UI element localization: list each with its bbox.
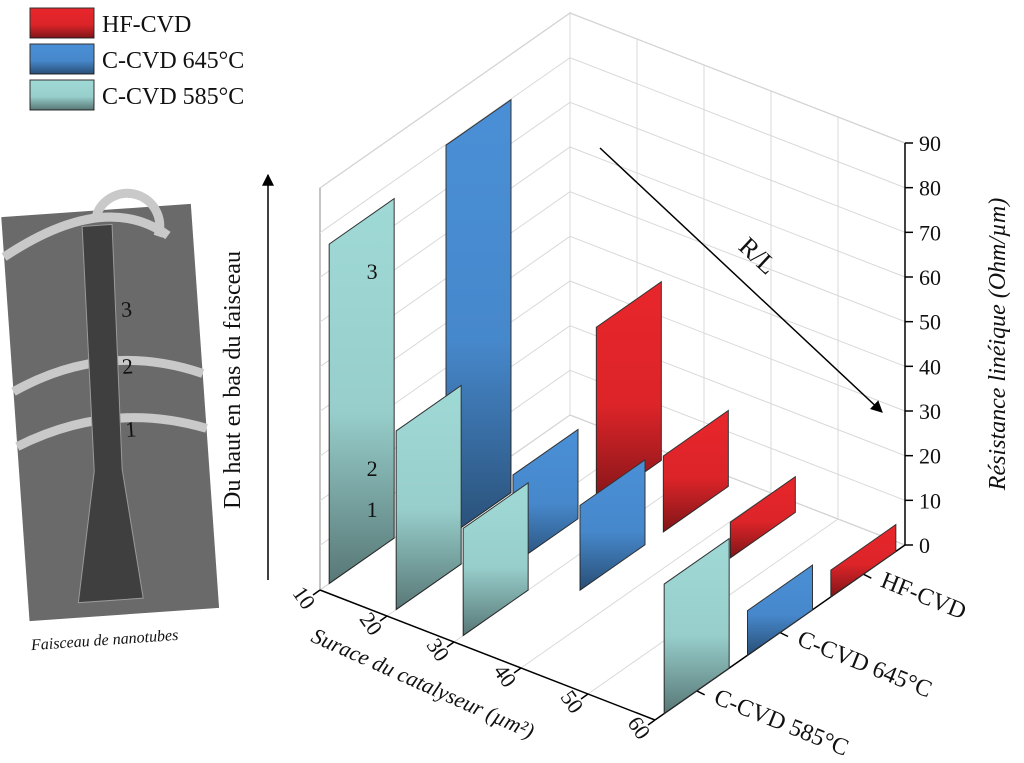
bar-shade — [596, 281, 662, 506]
bar-position-label: 2 — [367, 456, 378, 481]
series-axis-label: C-CVD 645°C — [794, 626, 936, 703]
x-tick-label: 20 — [355, 608, 388, 640]
z-tick-label: 10 — [919, 488, 941, 513]
legend-label: C-CVD 645°C — [102, 48, 244, 74]
bar-shade — [663, 410, 729, 532]
z-tick-label: 70 — [919, 220, 941, 245]
legend-label: C-CVD 585°C — [102, 84, 244, 110]
z-tick-label: 80 — [919, 176, 941, 201]
x-tick-label: 40 — [489, 660, 522, 692]
grid-line — [520, 91, 772, 669]
bar-shade — [730, 476, 796, 558]
x-tick-label: 50 — [556, 686, 589, 718]
inset-label: 3 — [120, 296, 133, 322]
z-tick-label: 60 — [919, 265, 941, 290]
depth-tick — [862, 573, 872, 579]
rl-arrow — [599, 147, 883, 413]
series-axis-label: HF-CVD — [877, 568, 970, 626]
bar-position-label: 3 — [367, 259, 378, 284]
bar-shade — [463, 482, 529, 636]
bar-shade — [329, 198, 395, 584]
legend-swatch-shade — [30, 80, 94, 110]
x-tick — [513, 667, 522, 674]
bar-shade — [747, 565, 813, 656]
x-tick — [647, 719, 656, 726]
x-tick — [379, 615, 388, 622]
x-tick — [580, 693, 589, 700]
x-axis — [319, 589, 656, 721]
legend-swatch-shade — [30, 8, 94, 38]
z-tick-label: 30 — [919, 399, 941, 424]
depth-tick — [696, 690, 706, 696]
x-tick-label: 30 — [422, 634, 455, 666]
z-tick-label: 50 — [919, 310, 941, 335]
z-axis-title: Résistance linéique (Ohm/µm) — [985, 198, 1011, 491]
bar-shade — [664, 538, 730, 714]
z-tick-label: 0 — [919, 533, 930, 558]
vertical-annotation: Du haut en bas du faisceau — [220, 251, 246, 509]
inset-caption: Faisceau de nanotubes — [30, 627, 179, 654]
z-tick-label: 90 — [919, 131, 941, 156]
plot-area: 0 10 20 30 40 50 60 70 80 90 Résistance linéique (… — [288, 12, 1011, 762]
z-tick-label: 40 — [919, 354, 941, 379]
bar-shade — [446, 99, 511, 539]
nanotube-image: 3 2 1 Faisceau de nanotubes — [1, 188, 220, 654]
legend-swatch-shade — [30, 44, 94, 74]
bar-shade — [513, 429, 578, 565]
legend-label: HF-CVD — [102, 12, 191, 38]
x-tick — [446, 641, 455, 648]
bar-shade — [580, 459, 645, 591]
x-tick — [312, 589, 321, 596]
x-tick-label: 60 — [623, 712, 656, 744]
depth-tick — [779, 631, 789, 638]
bar-shade — [396, 385, 462, 610]
x-tick-label: 10 — [288, 582, 321, 614]
z-tick-label: 20 — [919, 444, 941, 469]
inset-label: 2 — [121, 353, 134, 379]
inset-label: 1 — [125, 416, 138, 442]
bar-shade — [830, 524, 896, 597]
series-axis-label: C-CVD 585°C — [710, 684, 852, 761]
bar-position-label: 1 — [367, 497, 378, 522]
